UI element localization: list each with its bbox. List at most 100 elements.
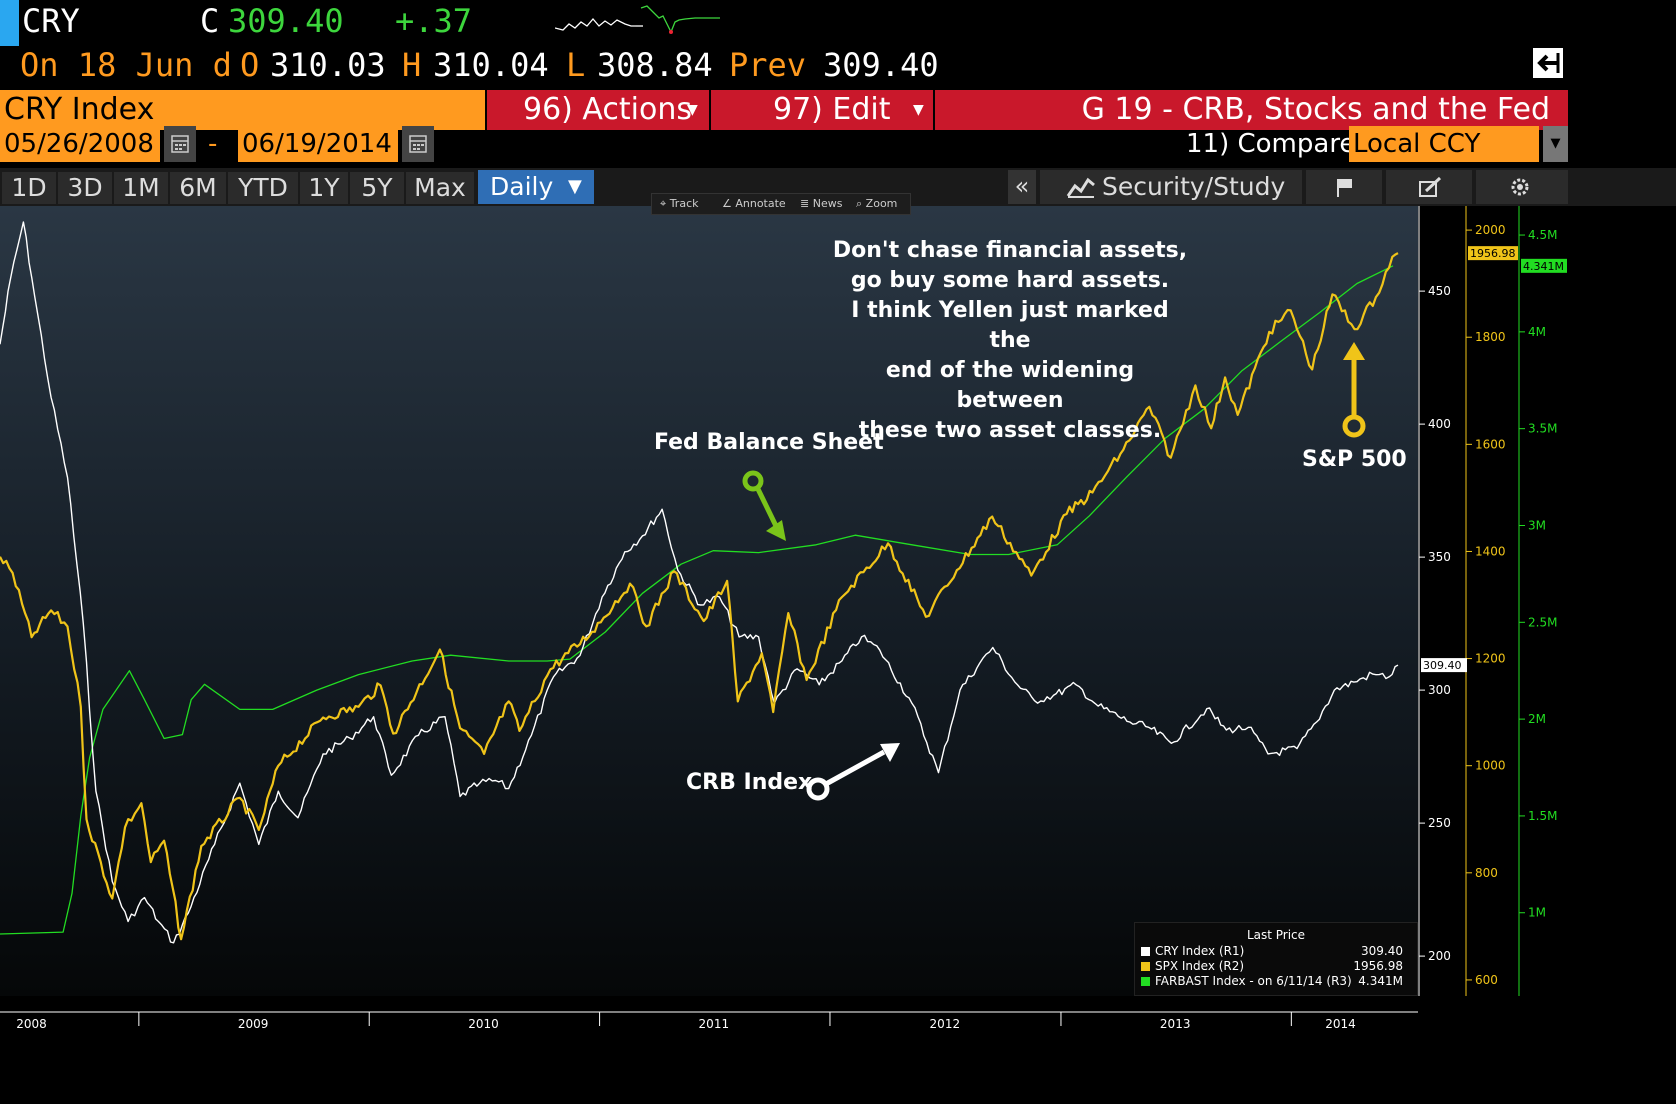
ticker-marker xyxy=(0,0,19,46)
legend: Last Price CRY Index (R1) 309.40 SPX Index… xyxy=(1134,922,1418,996)
date-range-bar: 05/26/2008 - 06/19/2014 11) Compare Loca… xyxy=(0,126,1676,168)
end-date-field[interactable]: 06/19/2014 xyxy=(238,126,398,162)
sp500-arrow xyxy=(1342,342,1366,438)
period-button[interactable]: 3D xyxy=(58,172,112,204)
actions-menu[interactable]: 96) Actions ▼ xyxy=(487,90,709,130)
spx-last-label-text: 1956.98 xyxy=(1470,247,1516,260)
actions-dropdown-icon: ▼ xyxy=(687,102,698,118)
x-axis-panel xyxy=(0,996,1418,1100)
r3-tick-label: 4.5M xyxy=(1528,228,1557,242)
close-value: 309.40 xyxy=(228,2,344,40)
end-calendar-icon[interactable] xyxy=(402,126,434,162)
frequency-select[interactable]: Daily ▼ xyxy=(478,170,594,204)
legend-row: FARBAST Index - on 6/11/14 (R3) 4.341M xyxy=(1141,974,1411,988)
r2-tick-label: 1000 xyxy=(1475,759,1506,773)
collapse-button[interactable]: « xyxy=(1008,170,1036,204)
high-label: H xyxy=(402,46,422,84)
news-tool[interactable]: ≣ News xyxy=(800,197,843,210)
r1-axis-ticks: 200 250 300 350 400 450 xyxy=(1419,284,1451,963)
period-button[interactable]: 5Y xyxy=(350,172,404,204)
series-line xyxy=(0,265,1394,935)
currency-select[interactable]: Local CCY xyxy=(1349,126,1539,162)
last-value-labels: 309.40 1956.98 4.341M xyxy=(1421,246,1567,673)
legend-series-value: 1956.98 xyxy=(1353,959,1403,973)
r3-tick-label: 2.5M xyxy=(1528,615,1557,629)
axis-panel xyxy=(1418,206,1676,1100)
x-tick-label: 2009 xyxy=(238,1017,269,1031)
price-chart[interactable]: 2008 2009 2010 2011 2012 2013 2014 200 250 300 35… xyxy=(0,206,1676,1100)
currency-dropdown-icon[interactable]: ▼ xyxy=(1543,126,1568,162)
news-label: News xyxy=(812,197,843,210)
low-value: 308.84 xyxy=(597,46,713,84)
settings-gear-icon[interactable] xyxy=(1476,170,1568,204)
close-label: C xyxy=(200,2,220,40)
series-lines xyxy=(0,221,1399,944)
legend-row: SPX Index (R2) 1956.98 xyxy=(1141,959,1411,973)
r2-tick-label: 2000 xyxy=(1475,223,1506,237)
legend-series-value: 4.341M xyxy=(1358,974,1403,988)
period-button[interactable]: 1Y xyxy=(300,172,348,204)
track-label: Track xyxy=(669,197,699,210)
open-label: O xyxy=(240,46,260,84)
start-calendar-icon[interactable] xyxy=(164,126,196,162)
date-line-text: On 18 Jun d xyxy=(20,46,232,84)
r1-tick-label: 300 xyxy=(1428,683,1451,697)
frequency-value: Daily xyxy=(490,172,554,201)
x-tick-label: 2014 xyxy=(1325,1017,1356,1031)
zoom-label: Zoom xyxy=(865,197,898,210)
r3-tick-label: 3M xyxy=(1528,518,1546,532)
track-tool[interactable]: ⌖ Track xyxy=(660,197,699,210)
period-button[interactable]: 6M xyxy=(170,172,226,204)
x-tick-label: 2012 xyxy=(930,1017,961,1031)
chart-title-bar: G 19 - CRB, Stocks and the Fed xyxy=(935,90,1568,130)
legend-swatch xyxy=(1141,962,1150,971)
edit-label: 97) Edit xyxy=(773,92,891,127)
note-line: I think Yellen just marked the xyxy=(851,298,1169,353)
prev-label: Prev xyxy=(729,46,807,84)
cry-last-label-box xyxy=(1421,658,1467,673)
crb-index-label: CRB Index xyxy=(686,770,813,795)
date-separator: - xyxy=(208,129,218,159)
prev-value: 309.40 xyxy=(823,46,939,84)
r1-tick-label: 450 xyxy=(1428,284,1451,298)
zoom-tool[interactable]: ⌕ Zoom xyxy=(856,197,898,210)
change-value: +.37 xyxy=(395,2,473,40)
edit-chart-icon[interactable] xyxy=(1386,170,1472,204)
ticker-symbol[interactable]: CRY xyxy=(22,2,80,40)
low-label: L xyxy=(566,46,586,84)
start-date-field[interactable]: 05/26/2008 xyxy=(0,126,160,162)
r3-tick-label: 4M xyxy=(1528,325,1546,339)
security-field[interactable]: CRY Index xyxy=(0,90,485,130)
series-line xyxy=(0,221,1399,944)
legend-swatch xyxy=(1141,977,1150,986)
r3-axis-ticks: 1M 1.5M 2M 2.5M 3M 3.5M 4M 4.5M xyxy=(1519,228,1557,920)
open-value: 310.03 xyxy=(270,46,386,84)
date-line: On 18 Jun d xyxy=(20,46,232,84)
legend-series-name: CRY Index (R1) xyxy=(1155,944,1245,958)
chart-tools: ⌖ Track ∠ Annotate ≣ News ⌕ Zoom xyxy=(651,193,911,215)
series-line xyxy=(0,252,1399,941)
x-axis-ticks: 2008 2009 2010 2011 2012 2013 2014 xyxy=(16,1012,1356,1031)
back-arrow-icon[interactable] xyxy=(1533,48,1563,78)
period-bar: 1D 3D 1M 6M YTD 1Y 5Y Max Daily ▼ « Security/St… xyxy=(0,168,1676,206)
edit-menu[interactable]: 97) Edit ▼ xyxy=(711,90,933,130)
compare-button[interactable]: 11) Compare xyxy=(1186,129,1356,159)
period-button[interactable]: 1D xyxy=(2,172,56,204)
legend-swatch xyxy=(1141,947,1150,956)
chart-area[interactable]: 2008 2009 2010 2011 2012 2013 2014 200 250 300 35… xyxy=(0,193,1676,1100)
period-button[interactable]: Max xyxy=(406,172,474,204)
end-date: 06/19/2014 xyxy=(242,129,392,159)
flag-icon[interactable] xyxy=(1306,170,1382,204)
period-button[interactable]: 1M xyxy=(114,172,168,204)
security-study-button[interactable]: Security/Study xyxy=(1040,170,1302,204)
frequency-dropdown-icon: ▼ xyxy=(568,176,582,197)
high-value: 310.04 xyxy=(433,46,549,84)
annotate-tool[interactable]: ∠ Annotate xyxy=(722,197,786,210)
annotation-arrows xyxy=(742,342,1366,801)
command-bar: CRY Index 96) Actions ▼ 97) Edit ▼ G 19 … xyxy=(0,90,1676,132)
chart-title: G 19 - CRB, Stocks and the Fed xyxy=(1081,92,1550,127)
r3-tick-label: 2M xyxy=(1528,712,1546,726)
legend-series-name: FARBAST Index - on 6/11/14 (R3) xyxy=(1155,974,1352,988)
spx-last-label-box xyxy=(1468,246,1518,261)
period-button[interactable]: YTD xyxy=(228,172,298,204)
